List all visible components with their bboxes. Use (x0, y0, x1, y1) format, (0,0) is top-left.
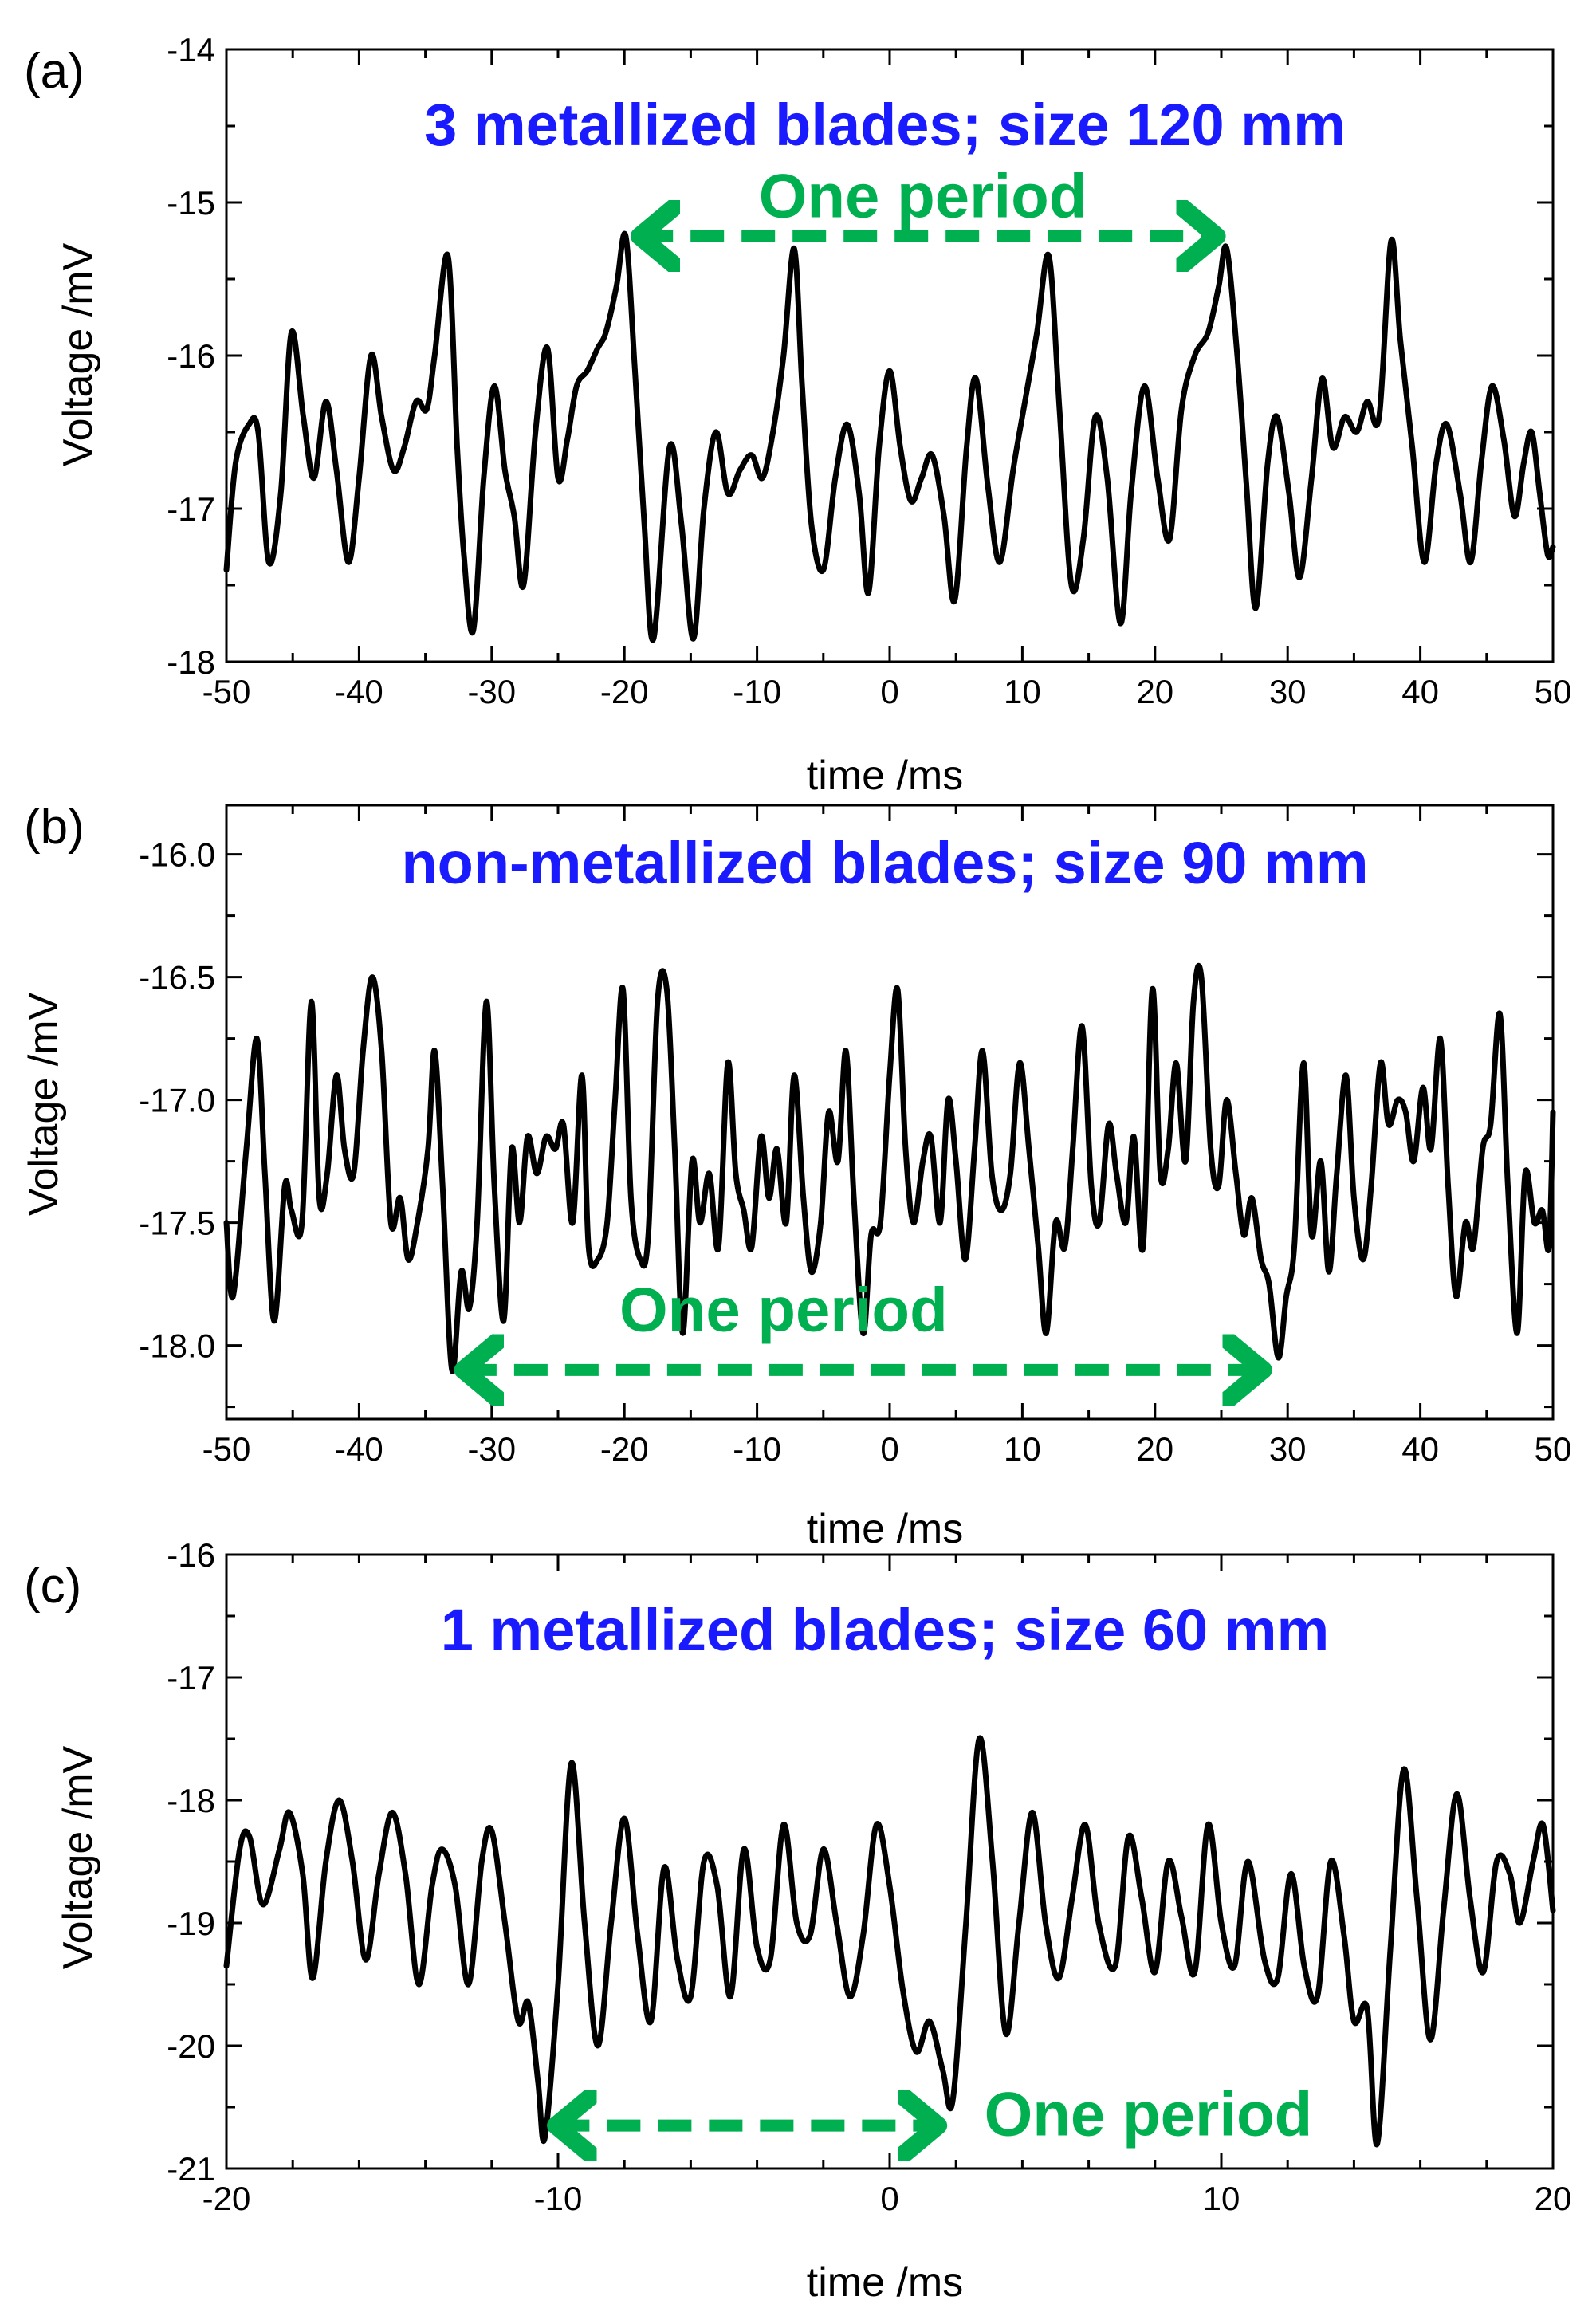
panel-label-c: (c) (24, 1559, 81, 1614)
x-tick-label: 10 (1203, 2180, 1240, 2217)
x-tick-label: -40 (335, 1430, 383, 1468)
y-tick-label: -21 (167, 2150, 215, 2188)
y-tick-label: -17.5 (139, 1205, 215, 1242)
chart-title-c: 1 metallized blades; size 60 mm (441, 1597, 1330, 1663)
x-tick-label: 50 (1535, 673, 1572, 710)
x-tick-label: -10 (733, 673, 781, 710)
x-tick-label: -30 (467, 673, 516, 710)
period-annotation-a: One period (759, 160, 1087, 230)
plot-frame-a (225, 48, 1555, 663)
y-tick-label: -20 (167, 2027, 215, 2065)
x-tick-label: 10 (1004, 673, 1041, 710)
x-tick-label: -10 (534, 2180, 583, 2217)
data-line-b (223, 962, 1556, 1374)
x-tick-label: 40 (1401, 673, 1439, 710)
x-tick-label: 0 (880, 673, 898, 710)
x-tick-label: 0 (880, 2180, 898, 2217)
panel-c: (c) 1 metallized blades; size 60 mm time… (24, 1536, 1571, 2306)
y-axis-label-a: Voltage /mV (55, 242, 101, 466)
y-tick-label: -17 (167, 1659, 215, 1697)
y-axis-label-c: Voltage /mV (55, 1745, 101, 1969)
y-tick-label: -16 (167, 337, 215, 375)
x-tick-label: 10 (1004, 1430, 1041, 1468)
x-axis-label-b: time /ms (807, 1506, 963, 1552)
y-tick-label: -16 (167, 1536, 215, 1574)
x-tick-label: -10 (733, 1430, 781, 1468)
x-tick-label: 0 (880, 1430, 898, 1468)
x-tick-label: 20 (1535, 2180, 1572, 2217)
x-axis-label-c: time /ms (807, 2259, 963, 2306)
period-annotation-c: One period (985, 2079, 1313, 2149)
x-tick-label: -30 (467, 1430, 516, 1468)
y-tick-label: -18 (167, 643, 215, 681)
y-tick-label: -16.0 (139, 836, 215, 874)
y-tick-label: -14 (167, 31, 215, 69)
chart-title-b: non-metallized blades; size 90 mm (401, 830, 1368, 896)
x-tick-label: 20 (1136, 673, 1173, 710)
y-tick-label: -16.5 (139, 959, 215, 997)
x-tick-label: 50 (1535, 1430, 1572, 1468)
y-tick-label: -17.0 (139, 1082, 215, 1119)
x-tick-label: -20 (600, 1430, 649, 1468)
x-tick-label: 20 (1136, 1430, 1173, 1468)
panel-label-b: (b) (24, 800, 85, 855)
x-tick-label: 30 (1269, 673, 1307, 710)
x-tick-label: -50 (202, 673, 251, 710)
y-tick-label: -18 (167, 1782, 215, 1819)
panel-label-a: (a) (24, 44, 85, 99)
plot-frame-b (225, 804, 1555, 1421)
x-tick-label: 40 (1401, 1430, 1439, 1468)
plot-frame-c (225, 1553, 1555, 2170)
data-line-c (223, 1735, 1556, 2148)
y-tick-label: -15 (167, 184, 215, 222)
panel-a: (a) 3 metallized blades; size 120 mm tim… (24, 31, 1571, 799)
x-tick-label: -20 (202, 2180, 251, 2217)
panel-b: (b) non-metallized blades; size 90 mm ti… (21, 800, 1571, 1552)
y-tick-label: -19 (167, 1905, 215, 1942)
x-tick-label: -20 (600, 673, 649, 710)
y-axis-label-b: Voltage /mV (21, 992, 67, 1216)
chart-title-a: 3 metallized blades; size 120 mm (424, 92, 1346, 158)
y-tick-label: -17 (167, 490, 215, 528)
y-tick-label: -18.0 (139, 1327, 215, 1365)
axis-ticks-b: -50 -40 -30 -20 -10 0 10 20 30 40 50 -18.0 -17.5 -17.… (139, 805, 1571, 1468)
axis-ticks-a: -50 -40 -30 -20 -10 0 10 20 30 40 50 -18 -17 -16 -15 -1… (167, 31, 1571, 710)
x-tick-label: -40 (335, 673, 383, 710)
axis-ticks-c: -20 -10 0 10 20-21-20-19-18-17-16 (167, 1536, 1571, 2217)
x-tick-label: 30 (1269, 1430, 1307, 1468)
x-tick-label: -50 (202, 1430, 251, 1468)
data-line-a (223, 230, 1556, 643)
period-annotation-b: One period (619, 1274, 948, 1344)
x-axis-label-a: time /ms (807, 753, 963, 799)
